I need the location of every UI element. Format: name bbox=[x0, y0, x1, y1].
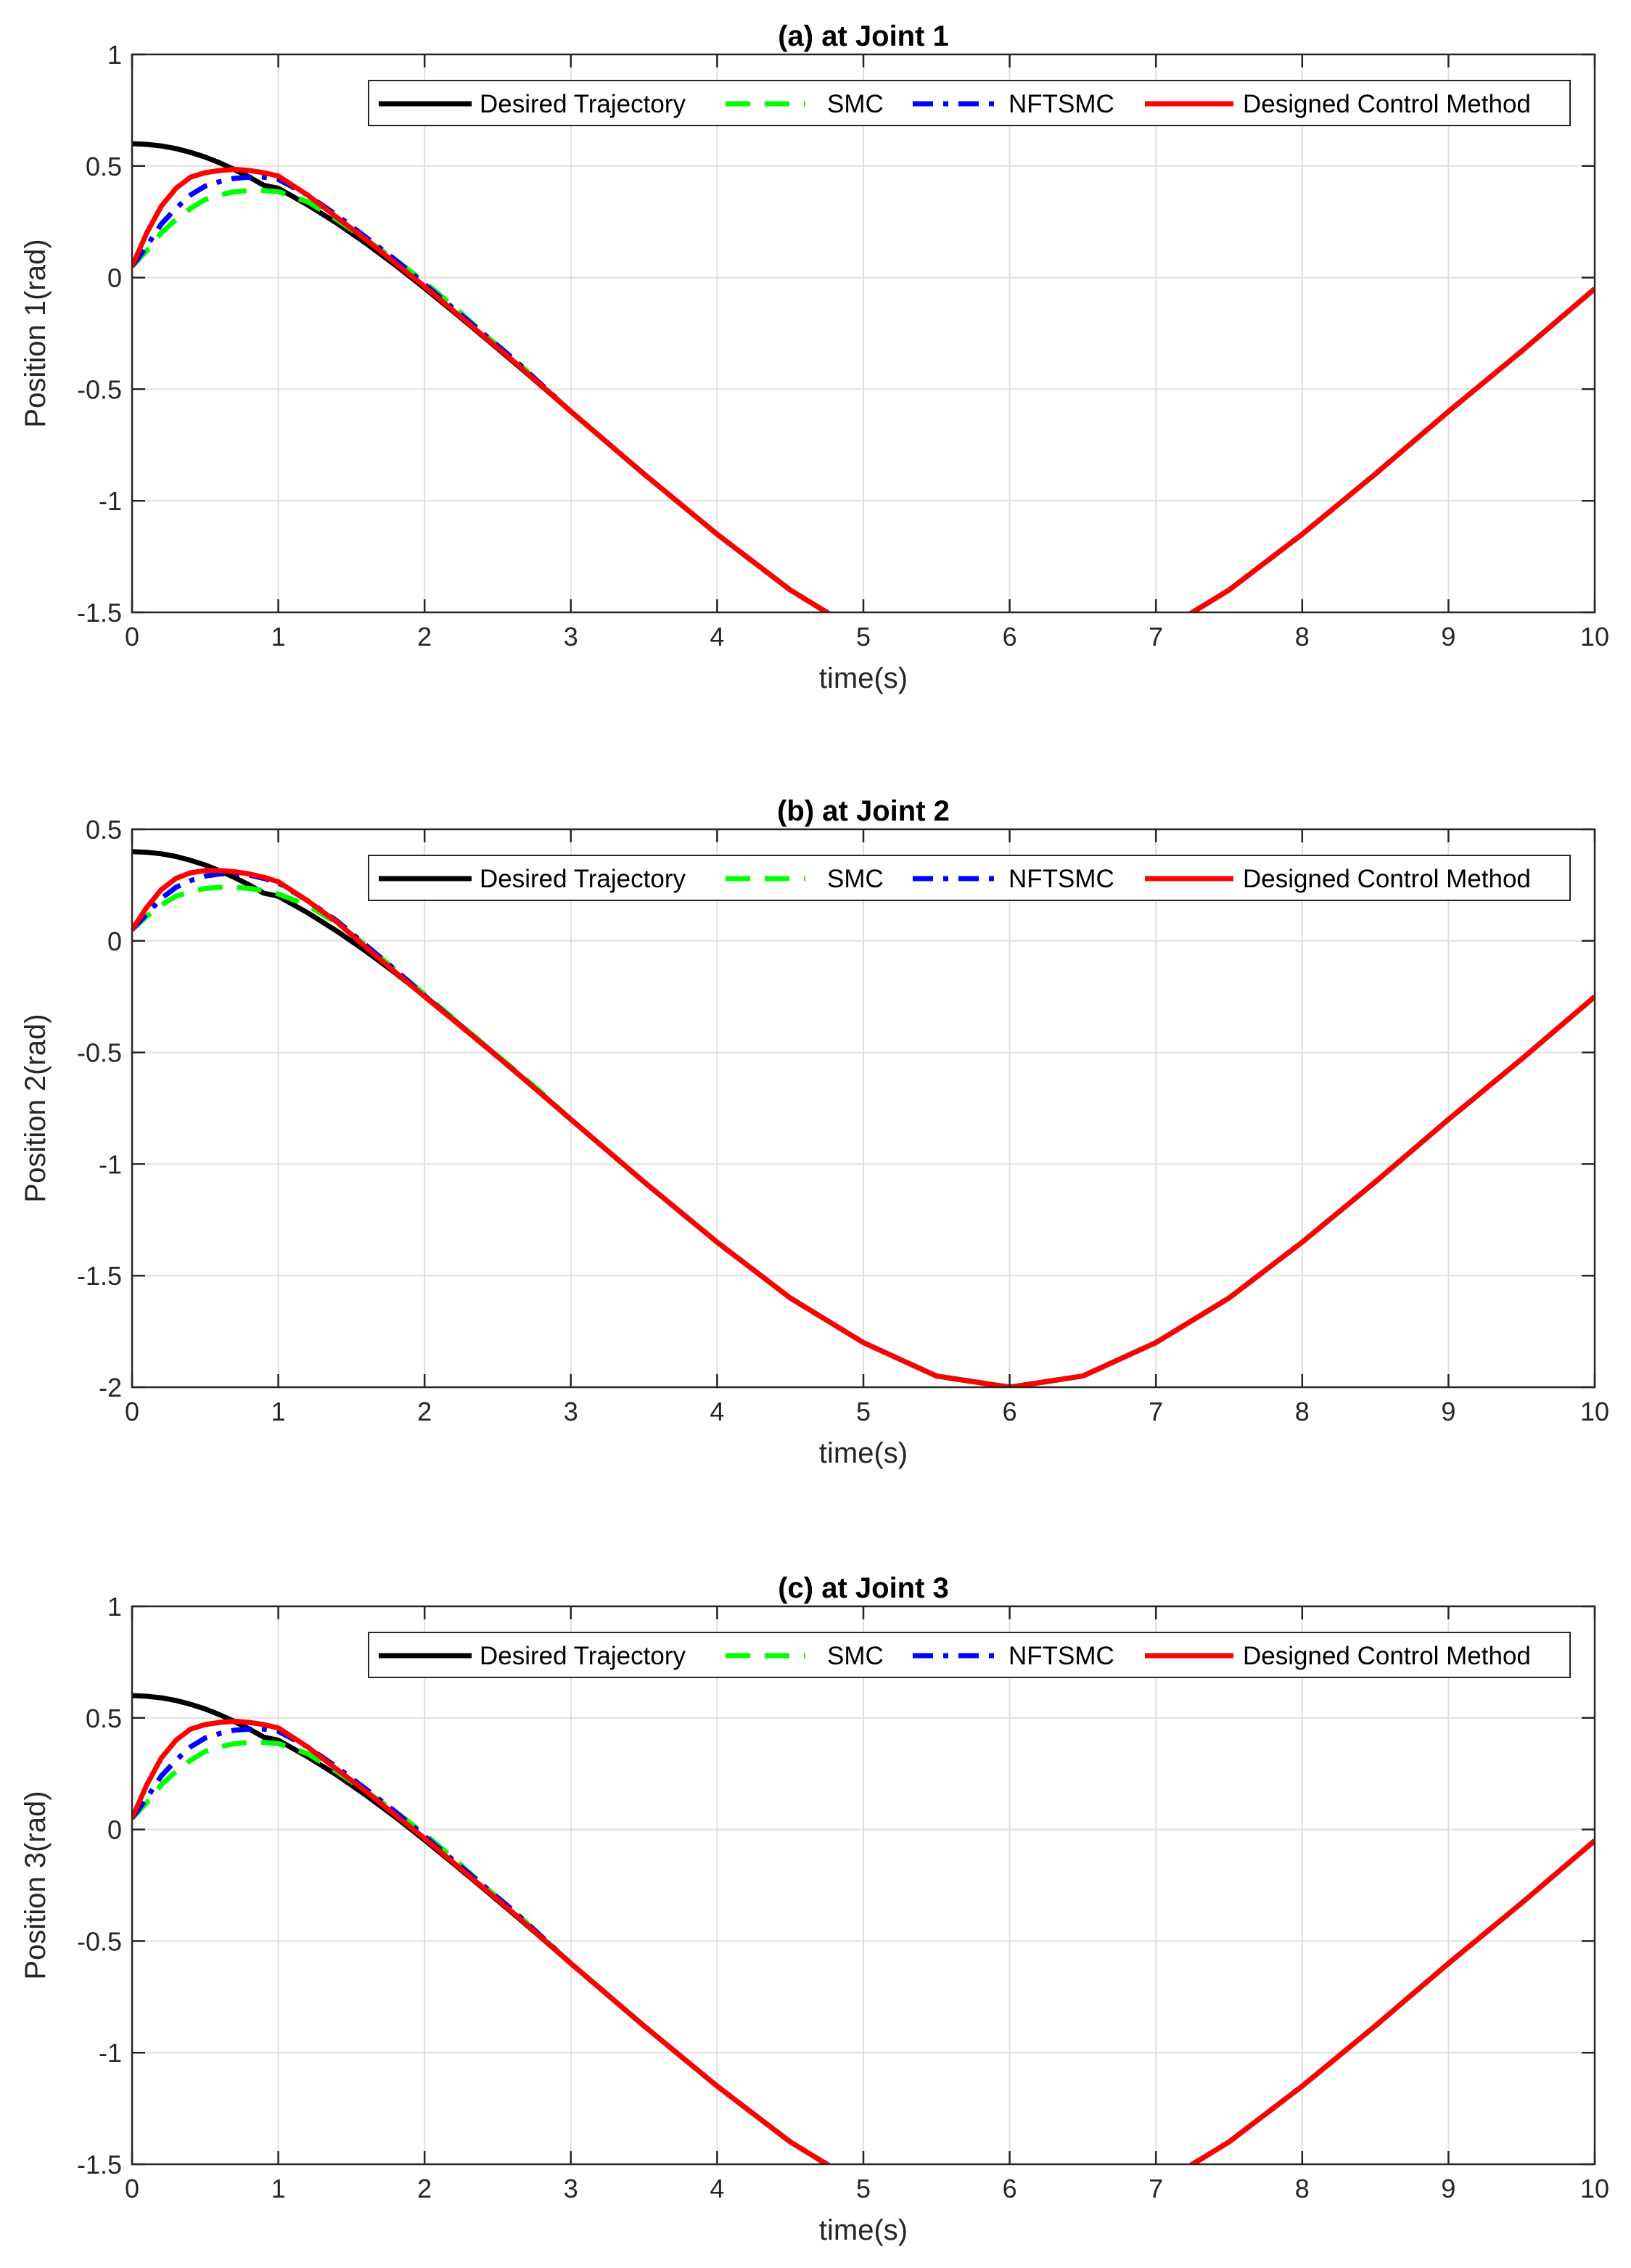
x-tick-label: 5 bbox=[856, 2174, 871, 2203]
x-tick-label: 2 bbox=[417, 1397, 432, 1426]
y-tick-label: 0.5 bbox=[86, 815, 122, 845]
y-tick-label: 1 bbox=[107, 1592, 122, 1622]
x-tick-label: 10 bbox=[1580, 2174, 1609, 2203]
y-tick-label: 0 bbox=[107, 263, 122, 293]
series-group bbox=[132, 1693, 1595, 2164]
x-tick-label: 7 bbox=[1149, 2174, 1163, 2203]
y-tick-label: -1 bbox=[99, 486, 122, 516]
legend-label: Designed Control Method bbox=[1243, 865, 1531, 893]
x-tick-label: 4 bbox=[710, 1397, 724, 1426]
series-line-designed-control-method bbox=[132, 166, 1595, 612]
x-tick-label: 10 bbox=[1580, 622, 1609, 652]
chart-title: (a) at Joint 1 bbox=[778, 20, 949, 52]
x-tick-label: 1 bbox=[271, 1397, 286, 1426]
legend-label: Designed Control Method bbox=[1243, 90, 1531, 118]
legend-label: NFTSMC bbox=[1008, 90, 1114, 118]
x-tick-label: 2 bbox=[417, 622, 432, 652]
x-tick-label: 8 bbox=[1295, 622, 1310, 652]
legend-label: SMC bbox=[827, 1642, 884, 1670]
y-tick-label: -0.5 bbox=[77, 374, 122, 404]
legend-label: SMC bbox=[827, 865, 884, 893]
series-group bbox=[132, 141, 1595, 612]
x-tick-label: 6 bbox=[1003, 1397, 1017, 1426]
y-tick-label: -0.5 bbox=[77, 1038, 122, 1068]
chart-panel-2: 0 1 2 3 4 5 6 7 8 9 10 -2 -1.5 -1 -0.5 0 0.5 (b) at Joint… bbox=[20, 795, 1609, 1469]
x-tick-label: 0 bbox=[125, 1397, 139, 1426]
grid bbox=[132, 1606, 1595, 2164]
y-tick-label: -1.5 bbox=[77, 1261, 122, 1291]
series-line-designed-control-method bbox=[132, 1718, 1595, 2164]
y-tick-label: -1.5 bbox=[77, 598, 122, 628]
x-tick-label: 9 bbox=[1441, 2174, 1455, 2203]
x-tick-label: 0 bbox=[125, 2174, 139, 2203]
x-tick-label: 2 bbox=[417, 2174, 432, 2203]
x-tick-label: 7 bbox=[1149, 1397, 1163, 1426]
x-tick-label: 9 bbox=[1441, 622, 1455, 652]
y-tick-label: -1 bbox=[99, 2038, 122, 2068]
y-tick-label: -0.5 bbox=[77, 1926, 122, 1956]
y-tick-label: 1 bbox=[107, 40, 122, 70]
legend-label: Desired Trajectory bbox=[480, 90, 686, 118]
x-tick-label: 5 bbox=[856, 1397, 871, 1426]
series-line-designed-control-method bbox=[132, 868, 1595, 1387]
x-axis-label: time(s) bbox=[819, 1437, 908, 1469]
x-tick-label: 7 bbox=[1149, 622, 1163, 652]
chart-panel-1: 0 1 2 3 4 5 6 7 8 9 10 -1.5 -1 -0.5 0 0.5 1 (a) at Joint … bbox=[20, 20, 1609, 694]
x-tick-label: 3 bbox=[564, 622, 578, 652]
legend-label: SMC bbox=[827, 90, 884, 118]
x-tick-label: 0 bbox=[125, 622, 139, 652]
legend: Desired Trajectory SMC NFTSMC Designed Cont… bbox=[368, 1632, 1571, 1678]
legend: Desired Trajectory SMC NFTSMC Designed Cont… bbox=[368, 80, 1571, 126]
y-tick-label: -2 bbox=[99, 1373, 122, 1402]
x-axis-label: time(s) bbox=[819, 662, 908, 694]
x-tick-label: 6 bbox=[1003, 2174, 1017, 2203]
y-axis-label: Position 1(rad) bbox=[20, 239, 52, 427]
grid bbox=[132, 829, 1595, 1387]
x-tick-label: 10 bbox=[1580, 1397, 1609, 1426]
x-tick-label: 5 bbox=[856, 622, 871, 652]
legend-label: NFTSMC bbox=[1008, 1642, 1114, 1670]
y-tick-label: -1.5 bbox=[77, 2150, 122, 2179]
x-tick-label: 9 bbox=[1441, 1397, 1455, 1426]
y-tick-label: -1 bbox=[99, 1149, 122, 1179]
x-tick-label: 3 bbox=[564, 1397, 578, 1426]
chart-title: (b) at Joint 2 bbox=[777, 795, 950, 827]
x-tick-label: 8 bbox=[1295, 2174, 1310, 2203]
y-axis-label: Position 3(rad) bbox=[20, 1791, 52, 1979]
chart-panel-3: 0 1 2 3 4 5 6 7 8 9 10 -1.5 -1 -0.5 0 0.5 1 (c) at Joint … bbox=[20, 1572, 1609, 2246]
x-tick-label: 6 bbox=[1003, 622, 1017, 652]
legend-label: NFTSMC bbox=[1008, 865, 1114, 893]
x-tick-label: 4 bbox=[710, 2174, 724, 2203]
legend-label: Designed Control Method bbox=[1243, 1642, 1531, 1670]
y-tick-label: 0.5 bbox=[86, 152, 122, 181]
legend-label: Desired Trajectory bbox=[480, 1642, 686, 1670]
legend-label: Desired Trajectory bbox=[480, 865, 686, 893]
legend: Desired Trajectory SMC NFTSMC Designed Cont… bbox=[368, 855, 1571, 901]
y-tick-label: 0 bbox=[107, 926, 122, 956]
x-tick-label: 1 bbox=[271, 622, 286, 652]
x-tick-label: 4 bbox=[710, 622, 724, 652]
series-group bbox=[132, 849, 1595, 1387]
x-axis-label: time(s) bbox=[819, 2214, 908, 2246]
x-tick-label: 3 bbox=[564, 2174, 578, 2203]
y-tick-label: 0.5 bbox=[86, 1704, 122, 1733]
y-axis-label: Position 2(rad) bbox=[20, 1014, 52, 1202]
y-tick-label: 0 bbox=[107, 1815, 122, 1845]
chart-title: (c) at Joint 3 bbox=[778, 1572, 949, 1604]
x-tick-label: 8 bbox=[1295, 1397, 1310, 1426]
x-tick-label: 1 bbox=[271, 2174, 286, 2203]
grid bbox=[132, 54, 1595, 612]
